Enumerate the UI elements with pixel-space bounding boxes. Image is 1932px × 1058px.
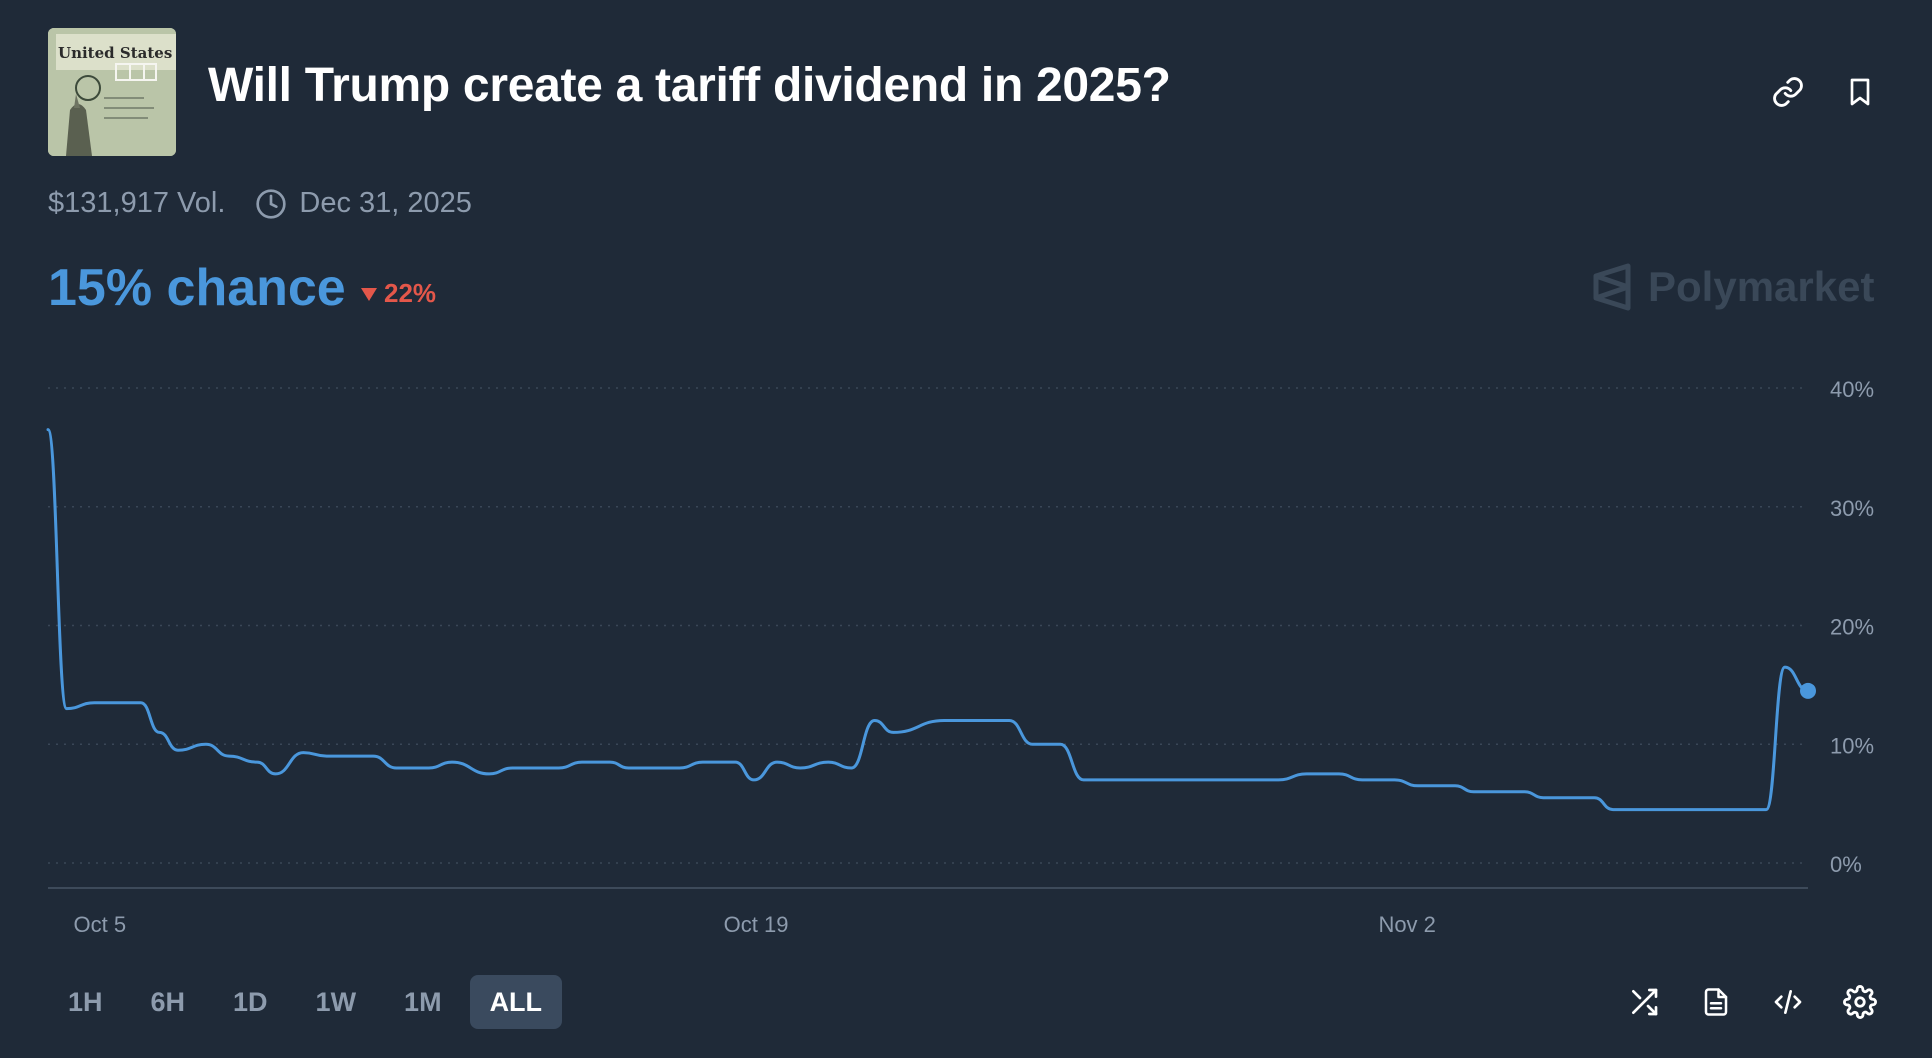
link-icon[interactable]	[1768, 72, 1808, 112]
down-triangle-icon	[361, 287, 377, 301]
y-tick-label: 40%	[1830, 377, 1874, 402]
polymarket-logo-icon	[1593, 263, 1631, 311]
embed-code-icon[interactable]	[1768, 982, 1808, 1022]
chance-value: 15% chance	[48, 259, 346, 317]
range-1m-button[interactable]: 1M	[404, 986, 442, 1017]
market-thumbnail: United States Treasu	[48, 28, 176, 156]
range-1d-button[interactable]: 1D	[233, 986, 268, 1017]
volume-text: $131,917 Vol.	[48, 187, 226, 219]
market-meta: $131,917 Vol. Dec 31, 2025	[48, 187, 472, 220]
y-tick-label: 0%	[1830, 852, 1862, 877]
document-icon[interactable]	[1696, 982, 1736, 1022]
y-tick-label: 30%	[1830, 496, 1874, 521]
svg-text:United States Treasu: United States Treasu	[58, 44, 176, 62]
range-all-button[interactable]: ALL	[469, 975, 563, 1029]
y-tick-label: 20%	[1830, 615, 1874, 640]
settings-icon[interactable]	[1840, 982, 1880, 1022]
x-tick-label: Oct 19	[724, 912, 789, 937]
current-price-point	[1800, 682, 1816, 699]
bookmark-icon[interactable]	[1840, 72, 1880, 112]
change-badge: 22%	[360, 278, 436, 309]
brand-name: Polymarket	[1648, 263, 1875, 310]
price-chart[interactable]: 40% 30% 20% 10% 0% Oct 5 Oct 19 Nov 2	[0, 0, 1932, 960]
x-tick-label: Oct 5	[74, 912, 127, 937]
range-1h-button[interactable]: 1H	[68, 986, 103, 1017]
shuffle-icon[interactable]	[1624, 982, 1664, 1022]
range-6h-button[interactable]: 6H	[150, 986, 186, 1017]
market-title: Will Trump create a tariff dividend in 2…	[208, 59, 1171, 112]
time-range-selector: 1H 6H 1D 1W 1M ALL	[48, 975, 570, 1029]
range-1w-button[interactable]: 1W	[315, 986, 357, 1017]
y-tick-label: 10%	[1830, 733, 1874, 758]
brand-watermark: Polymarket	[1590, 262, 1874, 312]
change-value: 22%	[384, 278, 437, 308]
end-date-text: Dec 31, 2025	[299, 187, 472, 219]
price-series-line	[46, 428, 1810, 812]
clock-icon	[256, 188, 287, 219]
x-tick-label: Nov 2	[1378, 912, 1435, 937]
